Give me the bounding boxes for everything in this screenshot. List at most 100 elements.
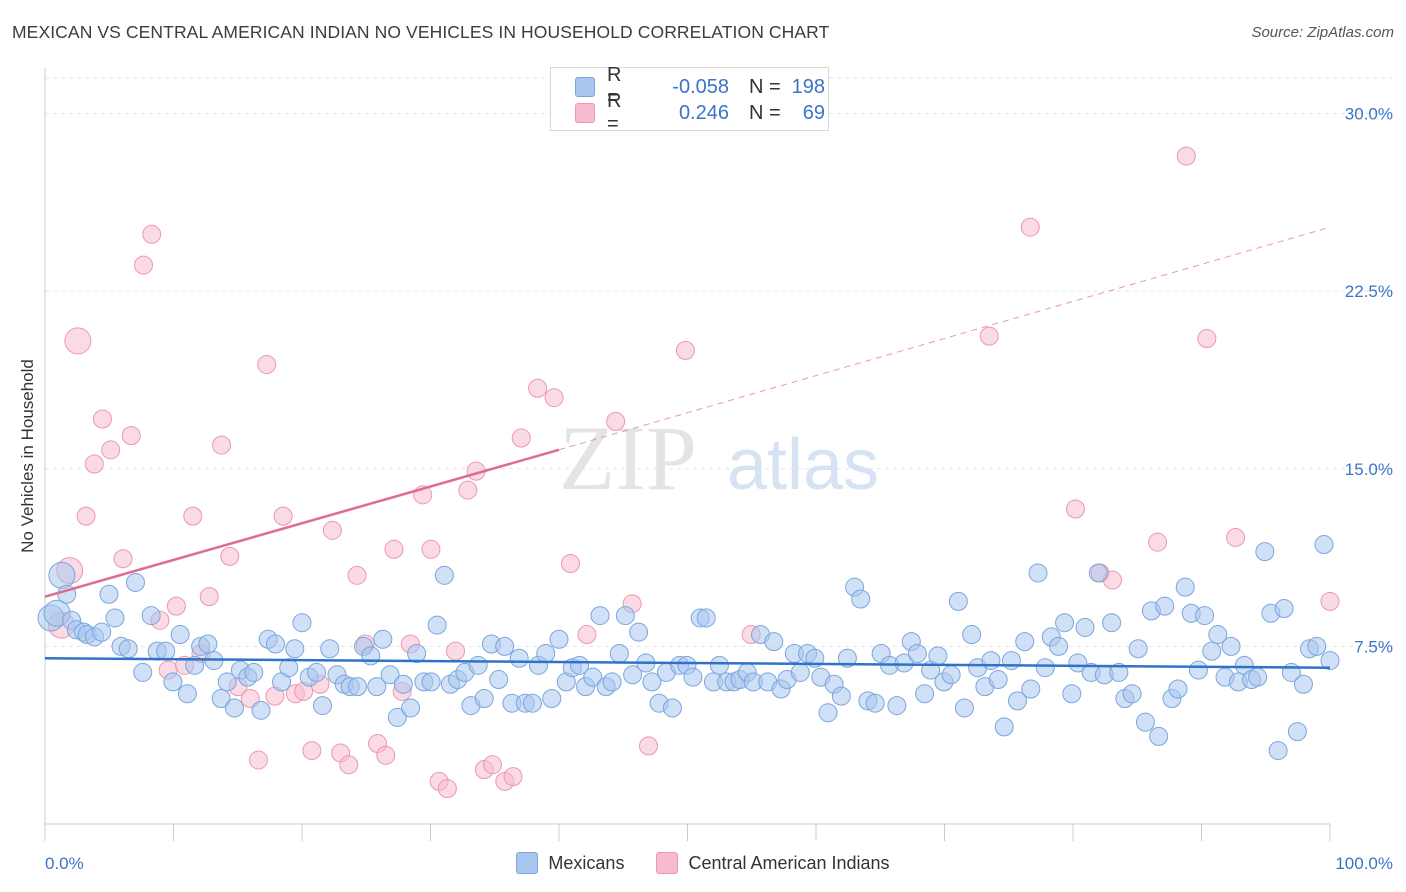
mexican-point (1001, 651, 1021, 671)
y-tick-label: 7.5% (1354, 637, 1393, 656)
mexican-point (217, 672, 237, 692)
central-american-indian-point (1197, 329, 1217, 349)
mexican-point (177, 684, 197, 704)
mexican-point (1062, 684, 1082, 704)
mexican-point (198, 634, 218, 654)
legend-label-central-american-indians: Central American Indians (688, 852, 890, 873)
legend-swatch-central-american-indians (656, 852, 679, 874)
mexican-point (590, 606, 610, 626)
mexican-point (1021, 679, 1041, 699)
mexican-point (1028, 563, 1048, 583)
mexicans-trend-line (44, 656, 1331, 669)
y-axis-title: No Vehicles in Household (18, 359, 37, 553)
mexican-point (251, 700, 271, 720)
central-american-indian-point (511, 428, 531, 448)
mexican-point (615, 606, 635, 626)
mexican-point (887, 696, 907, 716)
central-american-indian-point (248, 750, 268, 770)
central-american-indian-point (76, 506, 96, 526)
mexican-point (373, 629, 393, 649)
central-american-indian-point (347, 565, 367, 585)
mexican-point (1015, 632, 1035, 652)
mexican-point (1268, 741, 1288, 761)
mexican-point (306, 662, 326, 682)
mexican-point (1320, 651, 1340, 671)
mexican-point (211, 688, 231, 708)
central-american-indian-point (544, 388, 564, 408)
mexican-point (609, 643, 629, 663)
central-american-indian-point (339, 755, 359, 775)
mexican-point (141, 606, 161, 626)
central-american-indian-point (1065, 499, 1085, 519)
mexican-point (1248, 667, 1268, 687)
central-american-indian-point (166, 596, 186, 616)
mexican-point (948, 591, 968, 611)
mexican-point (988, 670, 1008, 690)
legend-item-mexicans[interactable]: Mexicans (516, 852, 624, 874)
mexican-point (549, 629, 569, 649)
mexican-point (696, 608, 716, 628)
mexican-point (790, 662, 810, 682)
legend-row-central-american-indians: R = 0.246 N = 69 (575, 90, 825, 135)
mexican-point (468, 655, 488, 675)
central-american-indian-point (1320, 591, 1340, 611)
mexican-point (1049, 636, 1069, 656)
mexican-point (48, 561, 76, 589)
mexican-point (894, 653, 914, 673)
series-legend: Mexicans Central American Indians (0, 852, 1406, 874)
mexican-point (1007, 691, 1027, 711)
central-american-indians-trend-line (44, 448, 560, 598)
mexican-point (265, 634, 285, 654)
central-american-indian-point (257, 355, 277, 375)
mexican-point (570, 655, 590, 675)
central-american-indian-point (606, 411, 626, 431)
mexican-point (185, 655, 205, 675)
mexican-point (831, 686, 851, 706)
mexican-point (244, 662, 264, 682)
mexican-point (474, 688, 494, 708)
central-american-indian-point (212, 435, 232, 455)
mexican-point (1122, 684, 1142, 704)
watermark: ZIP atlas (559, 407, 879, 509)
axis-labels: 7.5% 15.0% 22.5% 30.0% 0.0% 100.0% No Vehicles… (18, 105, 1393, 873)
central-american-indian-point (384, 539, 404, 559)
central-american-indian-point (302, 741, 322, 761)
mexican-point (380, 665, 400, 685)
central-american-indian-point (121, 426, 141, 446)
mexican-point (1195, 606, 1215, 626)
mexican-point (1202, 641, 1222, 661)
mexican-point (401, 698, 421, 718)
mexican-point (320, 639, 340, 659)
mexican-point (1221, 636, 1241, 656)
trend-lines (44, 226, 1331, 669)
mexican-point (683, 667, 703, 687)
mexican-point (662, 698, 682, 718)
central-american-indian-point (482, 755, 502, 775)
mexican-point (1175, 577, 1195, 597)
mexican-point (981, 651, 1001, 671)
mexican-point (434, 565, 454, 585)
mexican-point (1135, 712, 1155, 732)
mexican-point (1293, 674, 1313, 694)
legend-item-central-american-indians[interactable]: Central American Indians (656, 852, 890, 874)
correlation-legend: R = -0.058 N = 198 R = 0.246 N = 69 (550, 64, 829, 135)
mexican-point (489, 670, 509, 690)
mexican-point (1128, 639, 1148, 659)
mexican-point (367, 677, 387, 697)
mexican-point (1255, 542, 1275, 562)
central-american-indian-point (458, 480, 478, 500)
legend-n-value: 198 (791, 75, 825, 98)
central-american-indian-point (1020, 217, 1040, 237)
mexican-point (224, 698, 244, 718)
central-american-indian-point (528, 378, 548, 398)
legend-n-label: N = (749, 101, 781, 124)
mexican-point (1149, 726, 1169, 746)
mexican-point (1307, 636, 1327, 656)
central-american-indian-point (134, 255, 154, 275)
mexican-point (709, 655, 729, 675)
central-american-indian-point (503, 767, 523, 787)
mexican-point (495, 636, 515, 656)
central-american-indian-point (273, 506, 293, 526)
legend-r-label: R = (607, 64, 622, 109)
mexican-point (1208, 625, 1228, 645)
